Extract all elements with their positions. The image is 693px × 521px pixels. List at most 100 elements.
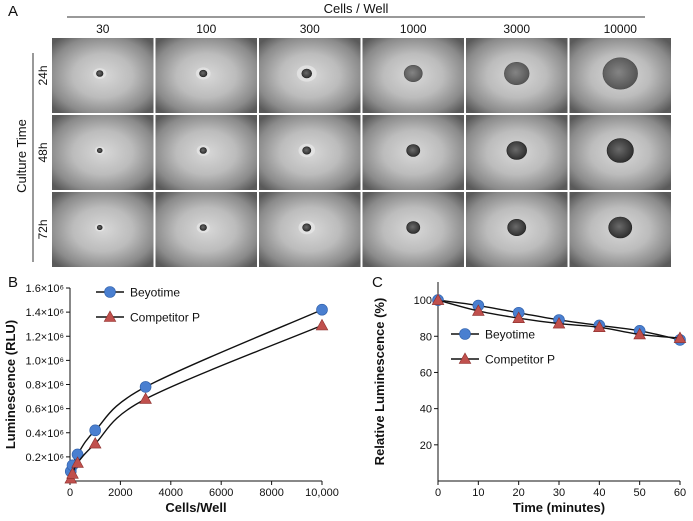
row-label: 24h <box>36 65 50 85</box>
y-tick-label: 20 <box>420 440 432 452</box>
data-point-circle <box>89 424 101 437</box>
x-tick-label: 10 <box>472 487 484 499</box>
x-tick-label: 50 <box>634 487 646 499</box>
data-point-triangle <box>512 311 525 323</box>
spheroid <box>602 57 638 90</box>
micrograph-tile <box>569 192 671 267</box>
data-point-triangle <box>66 467 79 479</box>
data-point-triangle <box>472 304 485 316</box>
y-tick-label: 0.4×10⁶ <box>26 428 64 440</box>
panel-a-letter: A <box>8 3 19 20</box>
x-tick-label: 0 <box>435 487 441 499</box>
legend-marker-circle <box>104 286 116 298</box>
spheroid <box>403 64 423 83</box>
x-tick-label: 20 <box>513 487 525 499</box>
legend-marker-triangle <box>458 352 472 364</box>
spheroid <box>406 144 421 157</box>
spheroid <box>406 221 421 234</box>
data-point-triangle <box>593 320 606 333</box>
x-tick-label: 2000 <box>108 487 132 499</box>
micrograph-tile <box>466 115 568 190</box>
legend-label: Beyotime <box>130 286 180 300</box>
spheroid <box>608 216 633 239</box>
micrograph-grid <box>52 38 671 267</box>
x-axis-label: Cells/Well <box>165 500 226 515</box>
micrograph-tile <box>362 192 464 267</box>
micrograph-tile <box>259 38 361 113</box>
micrograph-tile <box>466 192 568 267</box>
series-line <box>70 324 323 479</box>
micrograph-tile <box>52 115 154 190</box>
column-label: 3000 <box>503 22 530 36</box>
spheroid <box>507 218 527 237</box>
y-tick-label: 0.2×10⁶ <box>26 452 64 464</box>
column-label: 300 <box>300 22 320 36</box>
data-point-triangle <box>673 331 687 343</box>
y-tick-label: 100 <box>414 295 432 307</box>
panel-c-letter: C <box>372 274 383 291</box>
legend-marker-circle <box>459 328 471 340</box>
column-labels: 30 100 300 1000 3000 10000 <box>96 22 637 36</box>
y-tick-label: 0.6×10⁶ <box>26 404 64 416</box>
micrograph-tile <box>362 115 464 190</box>
legend-label: Competitor P <box>130 311 200 325</box>
row-label: 72h <box>36 219 50 239</box>
spheroid <box>504 61 530 86</box>
legend-label: Competitor P <box>485 353 555 367</box>
micrograph-tile <box>259 115 361 190</box>
spheroid <box>302 146 312 155</box>
micrograph-tile <box>259 192 361 267</box>
spheroid <box>302 223 312 232</box>
data-point-triangle <box>633 327 646 340</box>
data-point-triangle <box>431 293 445 305</box>
micrograph-tile <box>155 115 257 190</box>
chart-c-relative-luminescence-vs-time: 0 10 20 30 40 50 60 20 40 60 80 100 Time (minutes) Re… <box>372 282 687 515</box>
x-tick-label: 8000 <box>259 487 283 499</box>
data-point-triangle <box>315 318 329 331</box>
x-tick-label: 4000 <box>159 487 183 499</box>
culture-time-header: Culture Time <box>14 119 29 193</box>
spheroid <box>199 69 208 78</box>
micrograph-tile <box>52 38 154 113</box>
column-label: 1000 <box>400 22 427 36</box>
x-axis-label: Time (minutes) <box>513 500 605 515</box>
micrograph-tile <box>569 38 671 113</box>
data-point-triangle <box>139 392 152 404</box>
row-labels: 24h 48h 72h <box>36 65 50 239</box>
y-tick-label: 80 <box>420 331 432 343</box>
data-point-triangle <box>71 456 84 468</box>
y-tick-label: 1.6×10⁶ <box>26 283 64 295</box>
y-tick-label: 60 <box>420 367 432 379</box>
micrograph-tile <box>155 192 257 267</box>
y-tick-label: 1.0×10⁶ <box>26 355 64 367</box>
x-tick-label: 60 <box>674 487 686 499</box>
micrograph-tile <box>155 38 257 113</box>
y-axis-label: Luminescence (RLU) <box>3 320 18 449</box>
data-point-circle <box>316 303 328 316</box>
column-label: 30 <box>96 22 110 36</box>
y-axis-label: Relative Luminescence (%) <box>372 298 387 466</box>
micrograph-tile <box>362 38 464 113</box>
x-tick-label: 40 <box>593 487 605 499</box>
cells-per-well-header: Cells / Well <box>324 1 389 16</box>
micrograph-tile <box>52 192 154 267</box>
spheroid <box>199 224 207 231</box>
spheroid <box>199 147 207 154</box>
legend-marker-triangle <box>103 310 117 322</box>
series-line <box>70 309 323 472</box>
x-tick-label: 10,000 <box>305 487 339 499</box>
data-point-triangle <box>88 436 102 449</box>
data-point-circle <box>139 381 152 393</box>
row-label: 48h <box>36 142 50 162</box>
y-tick-label: 1.2×10⁶ <box>26 331 64 343</box>
y-tick-label: 1.4×10⁶ <box>26 307 64 319</box>
spheroid <box>96 70 104 77</box>
y-tick-label: 0.8×10⁶ <box>26 380 64 392</box>
spheroid <box>96 147 103 154</box>
spheroid <box>606 138 634 163</box>
chart-b-luminescence-vs-cells: 0 2000 4000 6000 8000 10,000 0.2×10⁶ 0.4×10⁶ 0.6… <box>3 283 339 515</box>
x-tick-label: 30 <box>553 487 565 499</box>
spheroid <box>506 141 527 160</box>
y-tick-label: 40 <box>420 404 432 416</box>
